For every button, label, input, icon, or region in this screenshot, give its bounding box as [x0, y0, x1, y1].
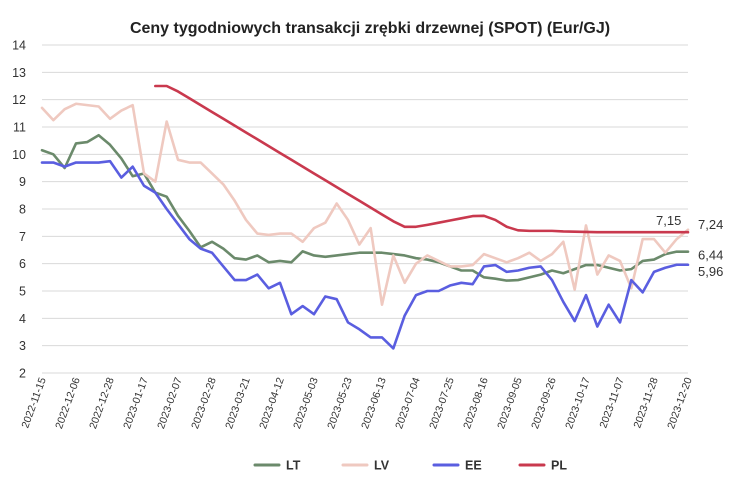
y-tick-label: 6: [19, 257, 26, 271]
x-tick-label: 2023-11-07: [597, 376, 626, 430]
x-tick-label: 2023-09-26: [529, 376, 559, 431]
x-tick-label: 2023-09-05: [495, 376, 525, 431]
x-tick-label: 2023-07-04: [393, 376, 423, 431]
y-tick-label: 11: [13, 121, 26, 135]
series-line-pl: [154, 84, 690, 234]
legend-label: PL: [551, 459, 567, 473]
y-tick-label: 2: [19, 367, 26, 381]
y-tick-label: 5: [19, 285, 26, 299]
x-tick-label: 2023-10-17: [563, 376, 593, 431]
end-label-lt: 6,44: [698, 248, 723, 263]
x-tick-label: 2023-03-21: [223, 376, 253, 431]
y-axis: 2 3 4 5 6 7 8 9 10 11 12 13 14: [12, 39, 26, 381]
x-tick-label: 2023-05-23: [325, 376, 355, 431]
x-tick-label: 2023-06-13: [359, 376, 389, 431]
legend-label: LV: [374, 459, 390, 473]
y-tick-label: 14: [12, 39, 26, 53]
series-line-lv: [40, 102, 690, 306]
legend-item-pl: PL: [518, 459, 567, 473]
x-tick-label: 2023-01-17: [121, 376, 151, 431]
y-tick-label: 9: [19, 175, 26, 189]
legend-item-lv: LV: [341, 459, 390, 473]
y-tick-label: 7: [19, 230, 26, 244]
grid: [42, 44, 688, 374]
legend: LT LV EE PL: [253, 459, 567, 473]
y-tick-label: 3: [19, 339, 26, 353]
legend-label: EE: [465, 459, 482, 473]
x-tick-label: 2023-11-28: [631, 376, 660, 430]
end-label-lv: 7,24: [698, 217, 723, 232]
y-tick-label: 4: [19, 312, 26, 326]
x-tick-label: 2022-12-06: [53, 376, 83, 431]
x-tick-label: 2022-12-28: [87, 376, 117, 431]
x-tick-label: 2023-08-16: [461, 376, 491, 431]
x-tick-label: 2023-02-07: [155, 376, 185, 431]
end-label-ee: 5,96: [698, 264, 723, 279]
y-tick-label: 8: [19, 203, 26, 217]
x-tick-label: 2023-12-20: [665, 376, 695, 431]
y-tick-label: 13: [12, 66, 26, 80]
chart-title: Ceny tygodniowych transakcji zrębki drze…: [130, 20, 610, 37]
series-line-ee: [40, 159, 690, 350]
x-tick-label: 2023-07-25: [427, 376, 457, 431]
y-tick-label: 12: [12, 93, 26, 107]
legend-item-ee: EE: [432, 459, 482, 473]
x-tick-label: 2022-11-15: [19, 376, 48, 430]
legend-label: LT: [286, 459, 301, 473]
end-labels: 7,15 7,24 6,445,96: [656, 213, 723, 279]
series-line-lt: [40, 133, 690, 282]
x-tick-label: 2023-04-12: [257, 376, 287, 431]
x-axis: 2022-11-15 2022-12-06 2022-12-28 2023-01-17…: [19, 376, 694, 431]
x-tick-label: 2023-02-28: [189, 376, 219, 431]
x-tick-label: 2023-05-03: [291, 376, 321, 431]
series-lines: [40, 84, 690, 350]
y-tick-label: 10: [12, 148, 26, 162]
end-label-pl: 7,15: [656, 213, 681, 228]
legend-item-lt: LT: [253, 459, 301, 473]
